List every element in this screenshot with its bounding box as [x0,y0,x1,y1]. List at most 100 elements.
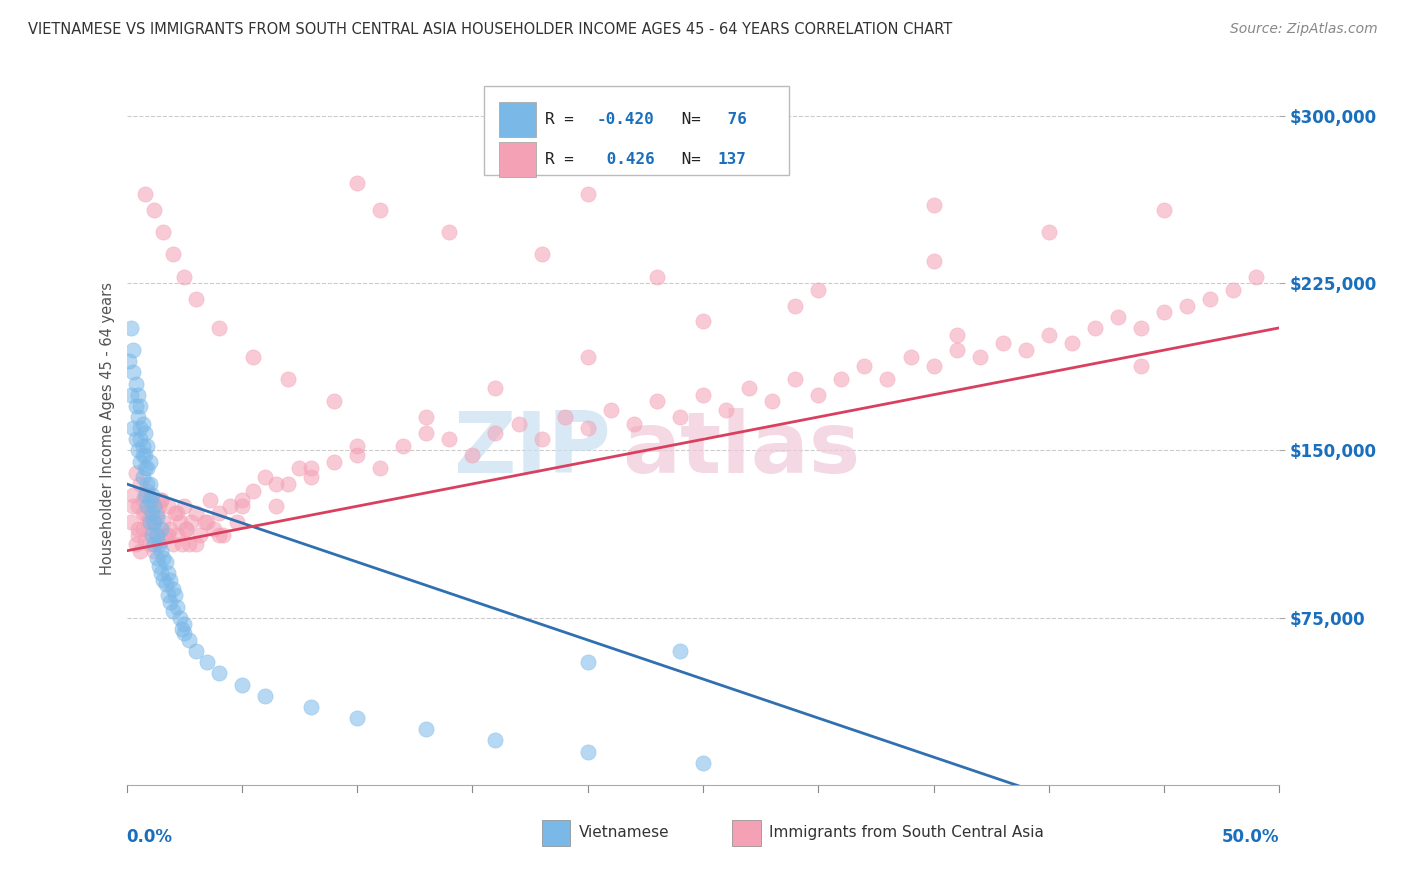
Point [131,448,153,462]
Point [122,421,145,435]
Point [484,425,506,440]
Point [143,537,166,551]
Point [155,528,177,542]
Point [945,343,967,358]
Point [173,626,195,640]
Point [120,387,142,401]
Point [242,350,264,364]
Point [134,448,156,462]
Point [226,515,249,529]
Point [231,500,253,514]
Point [173,617,195,632]
Point [163,506,186,520]
Point [1246,269,1268,284]
Point [484,381,506,395]
FancyBboxPatch shape [499,103,536,137]
Point [127,443,149,458]
Point [145,510,167,524]
Point [576,744,599,758]
Point [439,432,461,446]
Point [253,689,276,703]
Point [184,644,207,658]
Point [143,202,166,217]
Point [208,666,231,681]
Point [1060,336,1083,351]
Point [266,500,288,514]
Point [122,343,145,358]
Point [922,359,945,373]
Text: R =: R = [546,112,583,127]
Point [136,461,159,475]
Point [157,589,180,603]
Point [299,470,322,484]
Point [169,610,191,624]
Point [368,461,391,475]
Point [212,528,235,542]
Point [134,488,156,502]
Point [125,399,148,413]
Point [785,372,807,386]
Text: Vietnamese: Vietnamese [578,825,669,840]
Point [134,187,156,202]
Text: VIETNAMESE VS IMMIGRANTS FROM SOUTH CENTRAL ASIA HOUSEHOLDER INCOME AGES 45 - 64: VIETNAMESE VS IMMIGRANTS FROM SOUTH CENT… [28,22,952,37]
Point [145,550,167,565]
Point [125,432,148,446]
Point [170,622,193,636]
Point [127,410,149,425]
Point [177,633,200,648]
Point [162,604,184,618]
Point [922,198,945,212]
Point [157,566,180,581]
Point [208,506,231,520]
Point [134,425,156,440]
Point [176,521,198,535]
Point [155,555,177,569]
Point [1153,202,1175,217]
Point [157,500,180,514]
Point [231,678,253,692]
Text: 0.0%: 0.0% [127,828,173,846]
Point [150,566,173,581]
Point [145,528,167,542]
Point [392,439,415,453]
Point [785,298,807,313]
Point [346,439,368,453]
Point [125,466,148,480]
Point [136,500,159,514]
Point [122,500,145,514]
Point [138,515,160,529]
Point [127,521,149,535]
Point [148,559,170,574]
Point [623,417,645,431]
Point [143,543,166,558]
Text: Source: ZipAtlas.com: Source: ZipAtlas.com [1230,22,1378,37]
Point [184,537,207,551]
Point [1199,292,1222,306]
Point [159,573,181,587]
Point [129,476,152,491]
Point [129,421,152,435]
Point [922,253,945,268]
Point [141,492,163,507]
Point [136,483,159,498]
Point [162,582,184,596]
Point [530,432,553,446]
Point [122,488,145,502]
Point [1222,283,1244,297]
Point [152,515,174,529]
Point [277,372,299,386]
Point [692,387,714,401]
Point [138,476,160,491]
Point [599,403,621,417]
Point [530,247,553,261]
Point [141,521,163,535]
Point [118,354,141,368]
Point [208,528,231,542]
Point [138,510,160,524]
Point [853,359,876,373]
Point [576,187,599,202]
Point [969,350,991,364]
Bar [731,820,761,846]
Point [1130,320,1153,334]
Point [194,515,217,529]
